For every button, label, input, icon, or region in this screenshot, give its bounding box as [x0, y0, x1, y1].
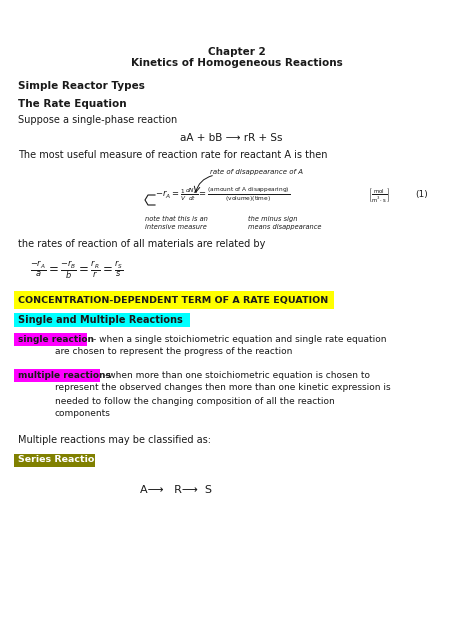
Text: rate of disappearance of A: rate of disappearance of A: [210, 169, 303, 175]
Text: components: components: [55, 410, 111, 418]
Text: $\left[\frac{\mathrm{mol}}{\mathrm{m^3 \cdot s}}\right]$: $\left[\frac{\mathrm{mol}}{\mathrm{m^3 \…: [368, 186, 390, 204]
Text: -when more than one stoichiometric equation is chosen to: -when more than one stoichiometric equat…: [105, 370, 370, 379]
Text: A⟶   R⟶  S: A⟶ R⟶ S: [140, 485, 212, 495]
Text: The Rate Equation: The Rate Equation: [18, 99, 127, 109]
Text: The most useful measure of reaction rate for reactant A is then: The most useful measure of reaction rate…: [18, 150, 328, 160]
Text: Kinetics of Homogeneous Reactions: Kinetics of Homogeneous Reactions: [131, 58, 343, 68]
Text: Suppose a single-phase reaction: Suppose a single-phase reaction: [18, 115, 177, 125]
Bar: [14, 454, 95, 467]
Text: Chapter 2: Chapter 2: [208, 47, 266, 57]
Text: CONCENTRATION-DEPENDENT TERM OF A RATE EQUATION: CONCENTRATION-DEPENDENT TERM OF A RATE E…: [18, 296, 328, 305]
Text: Single and Multiple Reactions: Single and Multiple Reactions: [18, 315, 183, 325]
Text: Series Reactions: Series Reactions: [18, 456, 107, 465]
Text: aA + bB ⟶ rR + Ss: aA + bB ⟶ rR + Ss: [180, 133, 283, 143]
Text: - when a single stoichiometric equation and single rate equation: - when a single stoichiometric equation …: [93, 334, 386, 344]
Text: Multiple reactions may be classified as:: Multiple reactions may be classified as:: [18, 435, 211, 445]
Text: Simple Reactor Types: Simple Reactor Types: [18, 81, 145, 91]
Bar: [14, 369, 100, 382]
Text: (1): (1): [415, 190, 428, 200]
Text: are chosen to represent the progress of the reaction: are chosen to represent the progress of …: [55, 348, 292, 356]
Bar: [14, 291, 334, 309]
Text: $-r_A = \frac{1}{V}\frac{dN_A}{dt} = \frac{\mathrm{(amount\ of\ A\ disappearing): $-r_A = \frac{1}{V}\frac{dN_A}{dt} = \fr…: [155, 185, 290, 205]
Text: single reaction: single reaction: [18, 334, 94, 344]
Text: note that this is an
intensive measure: note that this is an intensive measure: [145, 216, 208, 230]
Text: represent the observed changes then more than one kinetic expression is: represent the observed changes then more…: [55, 384, 391, 392]
Text: multiple reactions: multiple reactions: [18, 370, 111, 379]
Bar: [14, 333, 87, 346]
Text: the minus sign
means disappearance: the minus sign means disappearance: [248, 216, 321, 230]
Bar: [14, 313, 190, 327]
Text: needed to follow the changing composition of all the reaction: needed to follow the changing compositio…: [55, 396, 335, 406]
Text: the rates of reaction of all materials are related by: the rates of reaction of all materials a…: [18, 239, 265, 249]
Text: $\frac{-r_A}{a} = \frac{-r_B}{b} = \frac{r_R}{r} = \frac{r_S}{s}$: $\frac{-r_A}{a} = \frac{-r_B}{b} = \frac…: [30, 259, 124, 281]
